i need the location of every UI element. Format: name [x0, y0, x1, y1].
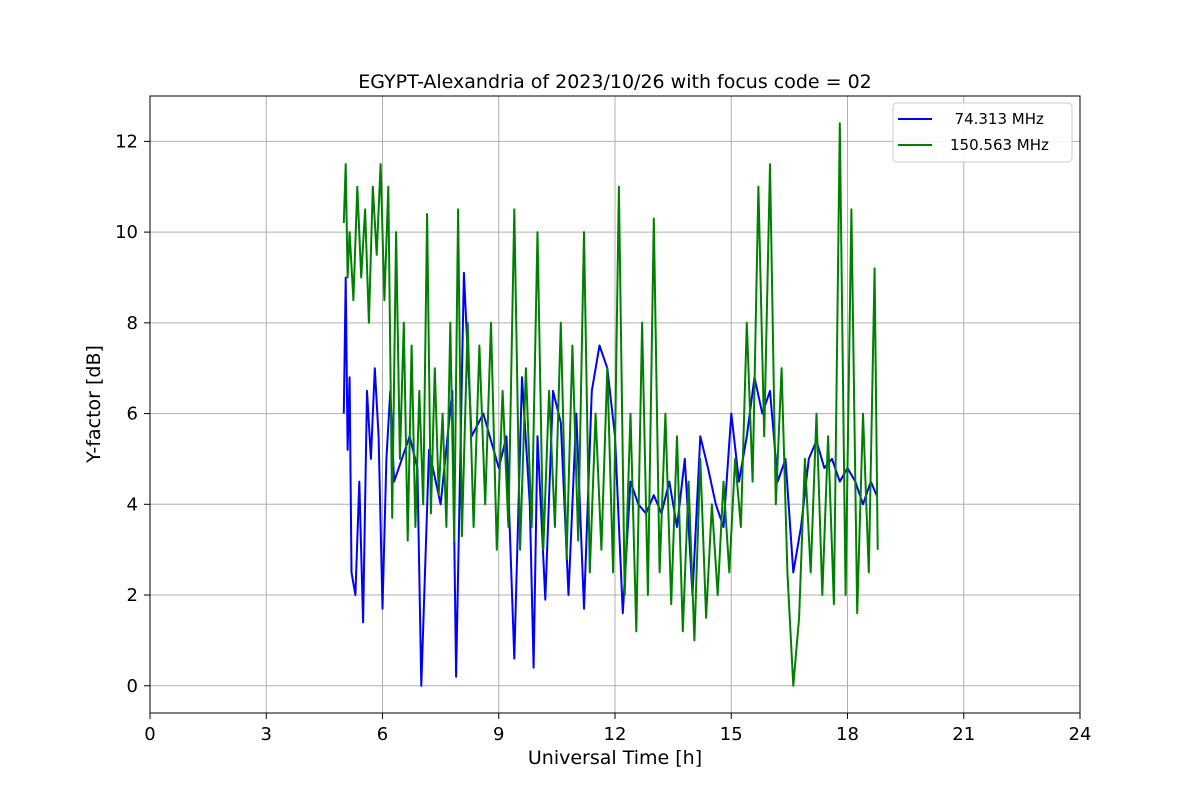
y-tick-label: 8: [127, 313, 138, 334]
legend-label-150mhz: 150.563 MHz: [950, 136, 1049, 154]
x-tick-label: 9: [493, 724, 504, 745]
x-tick-label: 12: [604, 724, 627, 745]
series-line-150mhz: [342, 122, 879, 687]
y-tick-label: 2: [127, 585, 138, 606]
y-tick-label: 6: [127, 404, 138, 425]
legend-box: [892, 102, 1073, 163]
x-tick-label: 6: [377, 724, 388, 745]
x-tick-label: 3: [261, 724, 272, 745]
x-tick-label: 18: [836, 724, 859, 745]
x-tick-label: 0: [144, 724, 155, 745]
x-tick-label: 24: [1069, 724, 1092, 745]
legend-label-74mhz: 74.313 MHz: [945, 110, 1044, 128]
x-tick-label: 15: [720, 724, 743, 745]
chart-title: EGYPT-Alexandria of 2023/10/26 with focu…: [358, 71, 872, 93]
y-tick-label: 4: [127, 494, 138, 515]
y-tick-label: 10: [115, 222, 138, 243]
x-axis-label: Universal Time [h]: [528, 747, 702, 769]
y-tick-label: 0: [127, 676, 138, 697]
legend: 74.313 MHz 150.563 MHz: [892, 102, 1073, 163]
y-tick-label: 12: [115, 131, 138, 152]
series-layer: [342, 122, 879, 687]
y-axis-label: Y-factor [dB]: [83, 345, 105, 464]
series-line-74mhz: [342, 271, 878, 687]
x-tick-label: 21: [952, 724, 975, 745]
